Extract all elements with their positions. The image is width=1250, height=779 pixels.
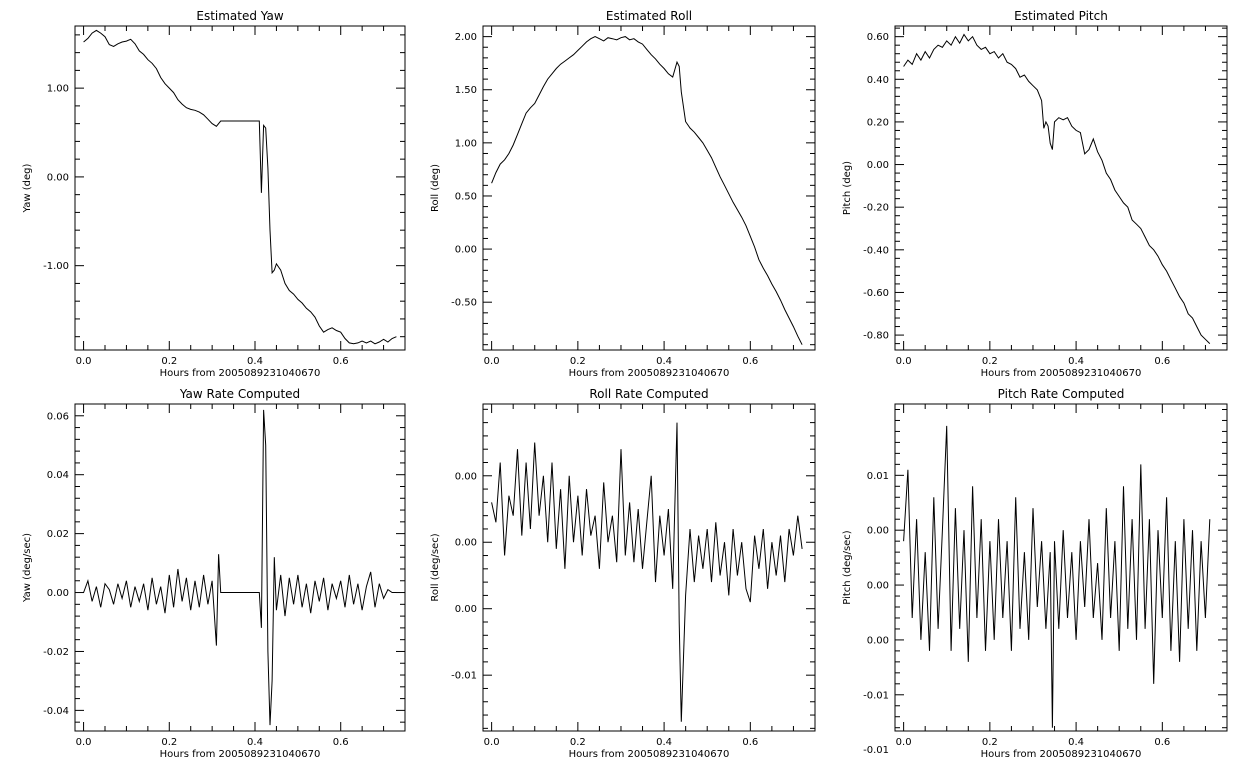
y-tick-label: 0.02 bbox=[47, 529, 69, 540]
y-tick-label: 0.00 bbox=[47, 172, 69, 183]
x-tick-label: 0.4 bbox=[247, 356, 263, 367]
x-tick-label: 0.2 bbox=[982, 356, 998, 367]
x-tick-label: 0.6 bbox=[742, 356, 758, 367]
series-line-1 bbox=[83, 29, 397, 345]
y-tick-label: 0.20 bbox=[867, 117, 889, 128]
chart-title: Roll Rate Computed bbox=[589, 387, 708, 401]
y-tick-label: -0.20 bbox=[863, 203, 889, 214]
y-axis-label: Roll (deg) bbox=[430, 164, 441, 212]
y-tick-label: 0.06 bbox=[47, 411, 69, 422]
y-tick-label: 1.00 bbox=[455, 138, 477, 149]
plot-frame bbox=[894, 25, 1228, 351]
y-tick-label: 0.00 bbox=[867, 635, 889, 646]
y-tick-label: -1.00 bbox=[43, 261, 69, 272]
y-tick-label: -0.01 bbox=[863, 690, 889, 701]
y-tick-label: 0.00 bbox=[455, 604, 477, 615]
x-tick-label: 0.4 bbox=[247, 737, 263, 748]
chart-title: Yaw Rate Computed bbox=[179, 387, 300, 401]
x-axis-label: Hours from 2005089231040670 bbox=[160, 368, 321, 379]
y-tick-label: 1.00 bbox=[47, 84, 69, 95]
y-tick-label: 0.01 bbox=[867, 471, 889, 482]
x-tick-label: 0.6 bbox=[333, 356, 349, 367]
x-tick-label: 0.0 bbox=[76, 737, 92, 748]
y-tick-label: 0.00 bbox=[47, 588, 69, 599]
x-axis-label: Hours from 2005089231040670 bbox=[160, 749, 321, 760]
x-tick-label: 0.6 bbox=[1154, 737, 1170, 748]
plot-frame bbox=[482, 25, 816, 351]
x-tick-label: 0.4 bbox=[656, 737, 672, 748]
plot-frame bbox=[894, 403, 1228, 732]
panel-2: Estimated Roll Hours from 200508923104067… bbox=[430, 9, 816, 379]
y-tick-label: 0.60 bbox=[867, 32, 889, 43]
y-axis-label: Yaw (deg) bbox=[22, 163, 33, 213]
x-tick-label: 0.0 bbox=[484, 356, 500, 367]
chart-title: Estimated Roll bbox=[606, 9, 692, 23]
y-tick-label: 1.50 bbox=[455, 85, 477, 96]
y-axis-label: Roll (deg/sec) bbox=[430, 533, 441, 601]
x-tick-label: 0.2 bbox=[982, 737, 998, 748]
x-axis-label: Hours from 2005089231040670 bbox=[569, 368, 730, 379]
x-tick-label: 0.2 bbox=[161, 356, 177, 367]
y-axis-label: Pitch (deg/sec) bbox=[842, 530, 853, 605]
y-axis-label: Pitch (deg) bbox=[842, 161, 853, 215]
y-tick-label: -0.40 bbox=[863, 245, 889, 256]
plot-frame bbox=[482, 403, 816, 732]
panel-1: Estimated Yaw Hours from 2005089231040670… bbox=[22, 9, 406, 379]
series-line-1 bbox=[491, 422, 803, 722]
y-tick-label: -0.01 bbox=[863, 745, 889, 756]
y-tick-label: 0.04 bbox=[47, 470, 69, 481]
x-tick-label: 0.2 bbox=[161, 737, 177, 748]
y-tick-label: 0.00 bbox=[455, 471, 477, 482]
x-tick-label: 0.0 bbox=[896, 356, 912, 367]
series-line-1 bbox=[903, 33, 1211, 344]
series-line-1 bbox=[491, 36, 803, 345]
x-tick-label: 0.0 bbox=[896, 737, 912, 748]
chart-title: Pitch Rate Computed bbox=[998, 387, 1125, 401]
x-tick-label: 0.6 bbox=[742, 737, 758, 748]
x-tick-label: 0.0 bbox=[76, 356, 92, 367]
series-line-1 bbox=[903, 425, 1211, 728]
y-tick-label: -0.04 bbox=[43, 706, 69, 717]
y-tick-label: 2.00 bbox=[455, 32, 477, 43]
series-line-1 bbox=[83, 409, 397, 726]
y-tick-label: 0.50 bbox=[455, 191, 477, 202]
plot-frame bbox=[74, 403, 406, 732]
y-tick-label: 0.00 bbox=[867, 581, 889, 592]
x-axis-label: Hours from 2005089231040670 bbox=[981, 749, 1142, 760]
y-tick-label: 0.00 bbox=[455, 245, 477, 256]
x-axis-label: Hours from 2005089231040670 bbox=[981, 368, 1142, 379]
y-tick-label: -0.50 bbox=[451, 298, 477, 309]
y-tick-label: 0.00 bbox=[455, 538, 477, 549]
chart-title: Estimated Yaw bbox=[196, 9, 283, 23]
y-tick-label: -0.01 bbox=[451, 671, 477, 682]
panel-5: Roll Rate Computed Hours from 20050892310… bbox=[430, 387, 816, 760]
y-tick-label: 0.00 bbox=[867, 526, 889, 537]
y-axis-label: Yaw (deg/sec) bbox=[22, 533, 33, 603]
chart-title: Estimated Pitch bbox=[1014, 9, 1108, 23]
y-tick-label: -0.80 bbox=[863, 331, 889, 342]
x-tick-label: 0.4 bbox=[656, 356, 672, 367]
x-tick-label: 0.2 bbox=[570, 737, 586, 748]
panel-3: Estimated Pitch Hours from 20050892310406… bbox=[842, 9, 1228, 379]
panel-4: Yaw Rate Computed Hours from 200508923104… bbox=[22, 387, 406, 760]
x-tick-label: 0.0 bbox=[484, 737, 500, 748]
panel-6: Pitch Rate Computed Hours from 2005089231… bbox=[842, 387, 1228, 760]
y-tick-label: -0.60 bbox=[863, 288, 889, 299]
plot-frame bbox=[74, 25, 406, 351]
y-tick-label: -0.02 bbox=[43, 647, 69, 658]
y-tick-label: 0.00 bbox=[867, 160, 889, 171]
x-tick-label: 0.4 bbox=[1068, 356, 1084, 367]
x-tick-label: 0.2 bbox=[570, 356, 586, 367]
x-tick-label: 0.6 bbox=[333, 737, 349, 748]
x-axis-label: Hours from 2005089231040670 bbox=[569, 749, 730, 760]
x-tick-label: 0.6 bbox=[1154, 356, 1170, 367]
x-tick-label: 0.4 bbox=[1068, 737, 1084, 748]
y-tick-label: 0.40 bbox=[867, 75, 889, 86]
